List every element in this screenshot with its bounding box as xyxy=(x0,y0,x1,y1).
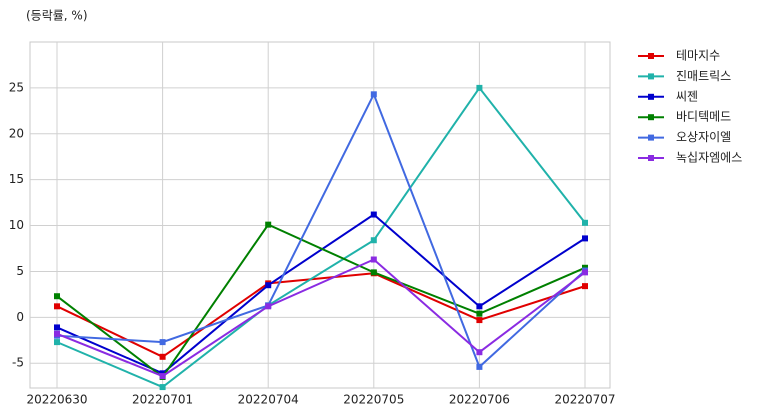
data-point xyxy=(476,363,483,370)
series-line xyxy=(56,91,586,369)
data-point xyxy=(476,310,483,317)
series-line xyxy=(56,213,586,375)
data-point xyxy=(370,256,377,263)
data-point xyxy=(476,317,483,324)
data-point xyxy=(370,269,377,276)
y-tick-label: 20 xyxy=(9,126,24,140)
data-point xyxy=(582,219,588,226)
legend-marker xyxy=(648,93,654,100)
annotation: (등락률, %) xyxy=(26,9,88,23)
data-point xyxy=(582,235,588,242)
legend-marker xyxy=(648,53,654,59)
y-tick-label: 0 xyxy=(16,310,24,324)
x-tick-label: 20220630 xyxy=(26,393,87,407)
legend-label: 테마지수 xyxy=(676,49,720,63)
series-line xyxy=(56,86,586,389)
x-tick-label: 20220706 xyxy=(449,393,510,407)
data-point xyxy=(159,384,166,391)
data-point xyxy=(582,283,588,290)
x-tick-label: 20220704 xyxy=(238,393,299,407)
y-tick-label: 15 xyxy=(9,172,24,186)
y-tick-label: 5 xyxy=(16,264,24,278)
data-point xyxy=(582,269,588,276)
data-point xyxy=(54,324,60,331)
data-point xyxy=(159,339,166,346)
x-tick-label: 20220707 xyxy=(554,393,615,407)
data-point xyxy=(54,293,60,300)
x-tick-label: 20220705 xyxy=(343,393,404,407)
data-point xyxy=(265,221,272,228)
data-point xyxy=(159,373,166,380)
legend-label: 녹십자엠에스 xyxy=(676,151,742,165)
data-point xyxy=(370,211,377,218)
y-tick-label: 25 xyxy=(9,80,24,94)
legend-label: 씨젠 xyxy=(676,89,698,103)
data-point xyxy=(54,303,60,310)
data-point xyxy=(54,339,60,346)
plot-area xyxy=(29,41,611,389)
legend-label: 오상자이엘 xyxy=(676,130,731,144)
legend-label: 바디텍메드 xyxy=(676,110,731,124)
series-line xyxy=(56,258,586,378)
y-tick-label: 10 xyxy=(9,218,24,232)
data-point xyxy=(54,330,60,337)
data-point xyxy=(370,237,377,244)
data-point xyxy=(476,303,483,310)
x-tick-label: 20220701 xyxy=(132,393,193,407)
data-point xyxy=(476,349,483,356)
legend-marker xyxy=(648,73,654,80)
data-point xyxy=(370,91,377,98)
series-line xyxy=(56,223,586,379)
data-point xyxy=(265,303,272,310)
data-point xyxy=(476,84,483,91)
legend-label: 진매트릭스 xyxy=(676,69,731,83)
data-point xyxy=(265,282,272,289)
legend-marker xyxy=(648,114,654,121)
series-line xyxy=(56,272,586,358)
y-tick-label: -5 xyxy=(12,356,24,370)
legend-marker xyxy=(648,155,654,161)
data-point xyxy=(159,353,166,360)
legend-marker xyxy=(648,134,654,141)
